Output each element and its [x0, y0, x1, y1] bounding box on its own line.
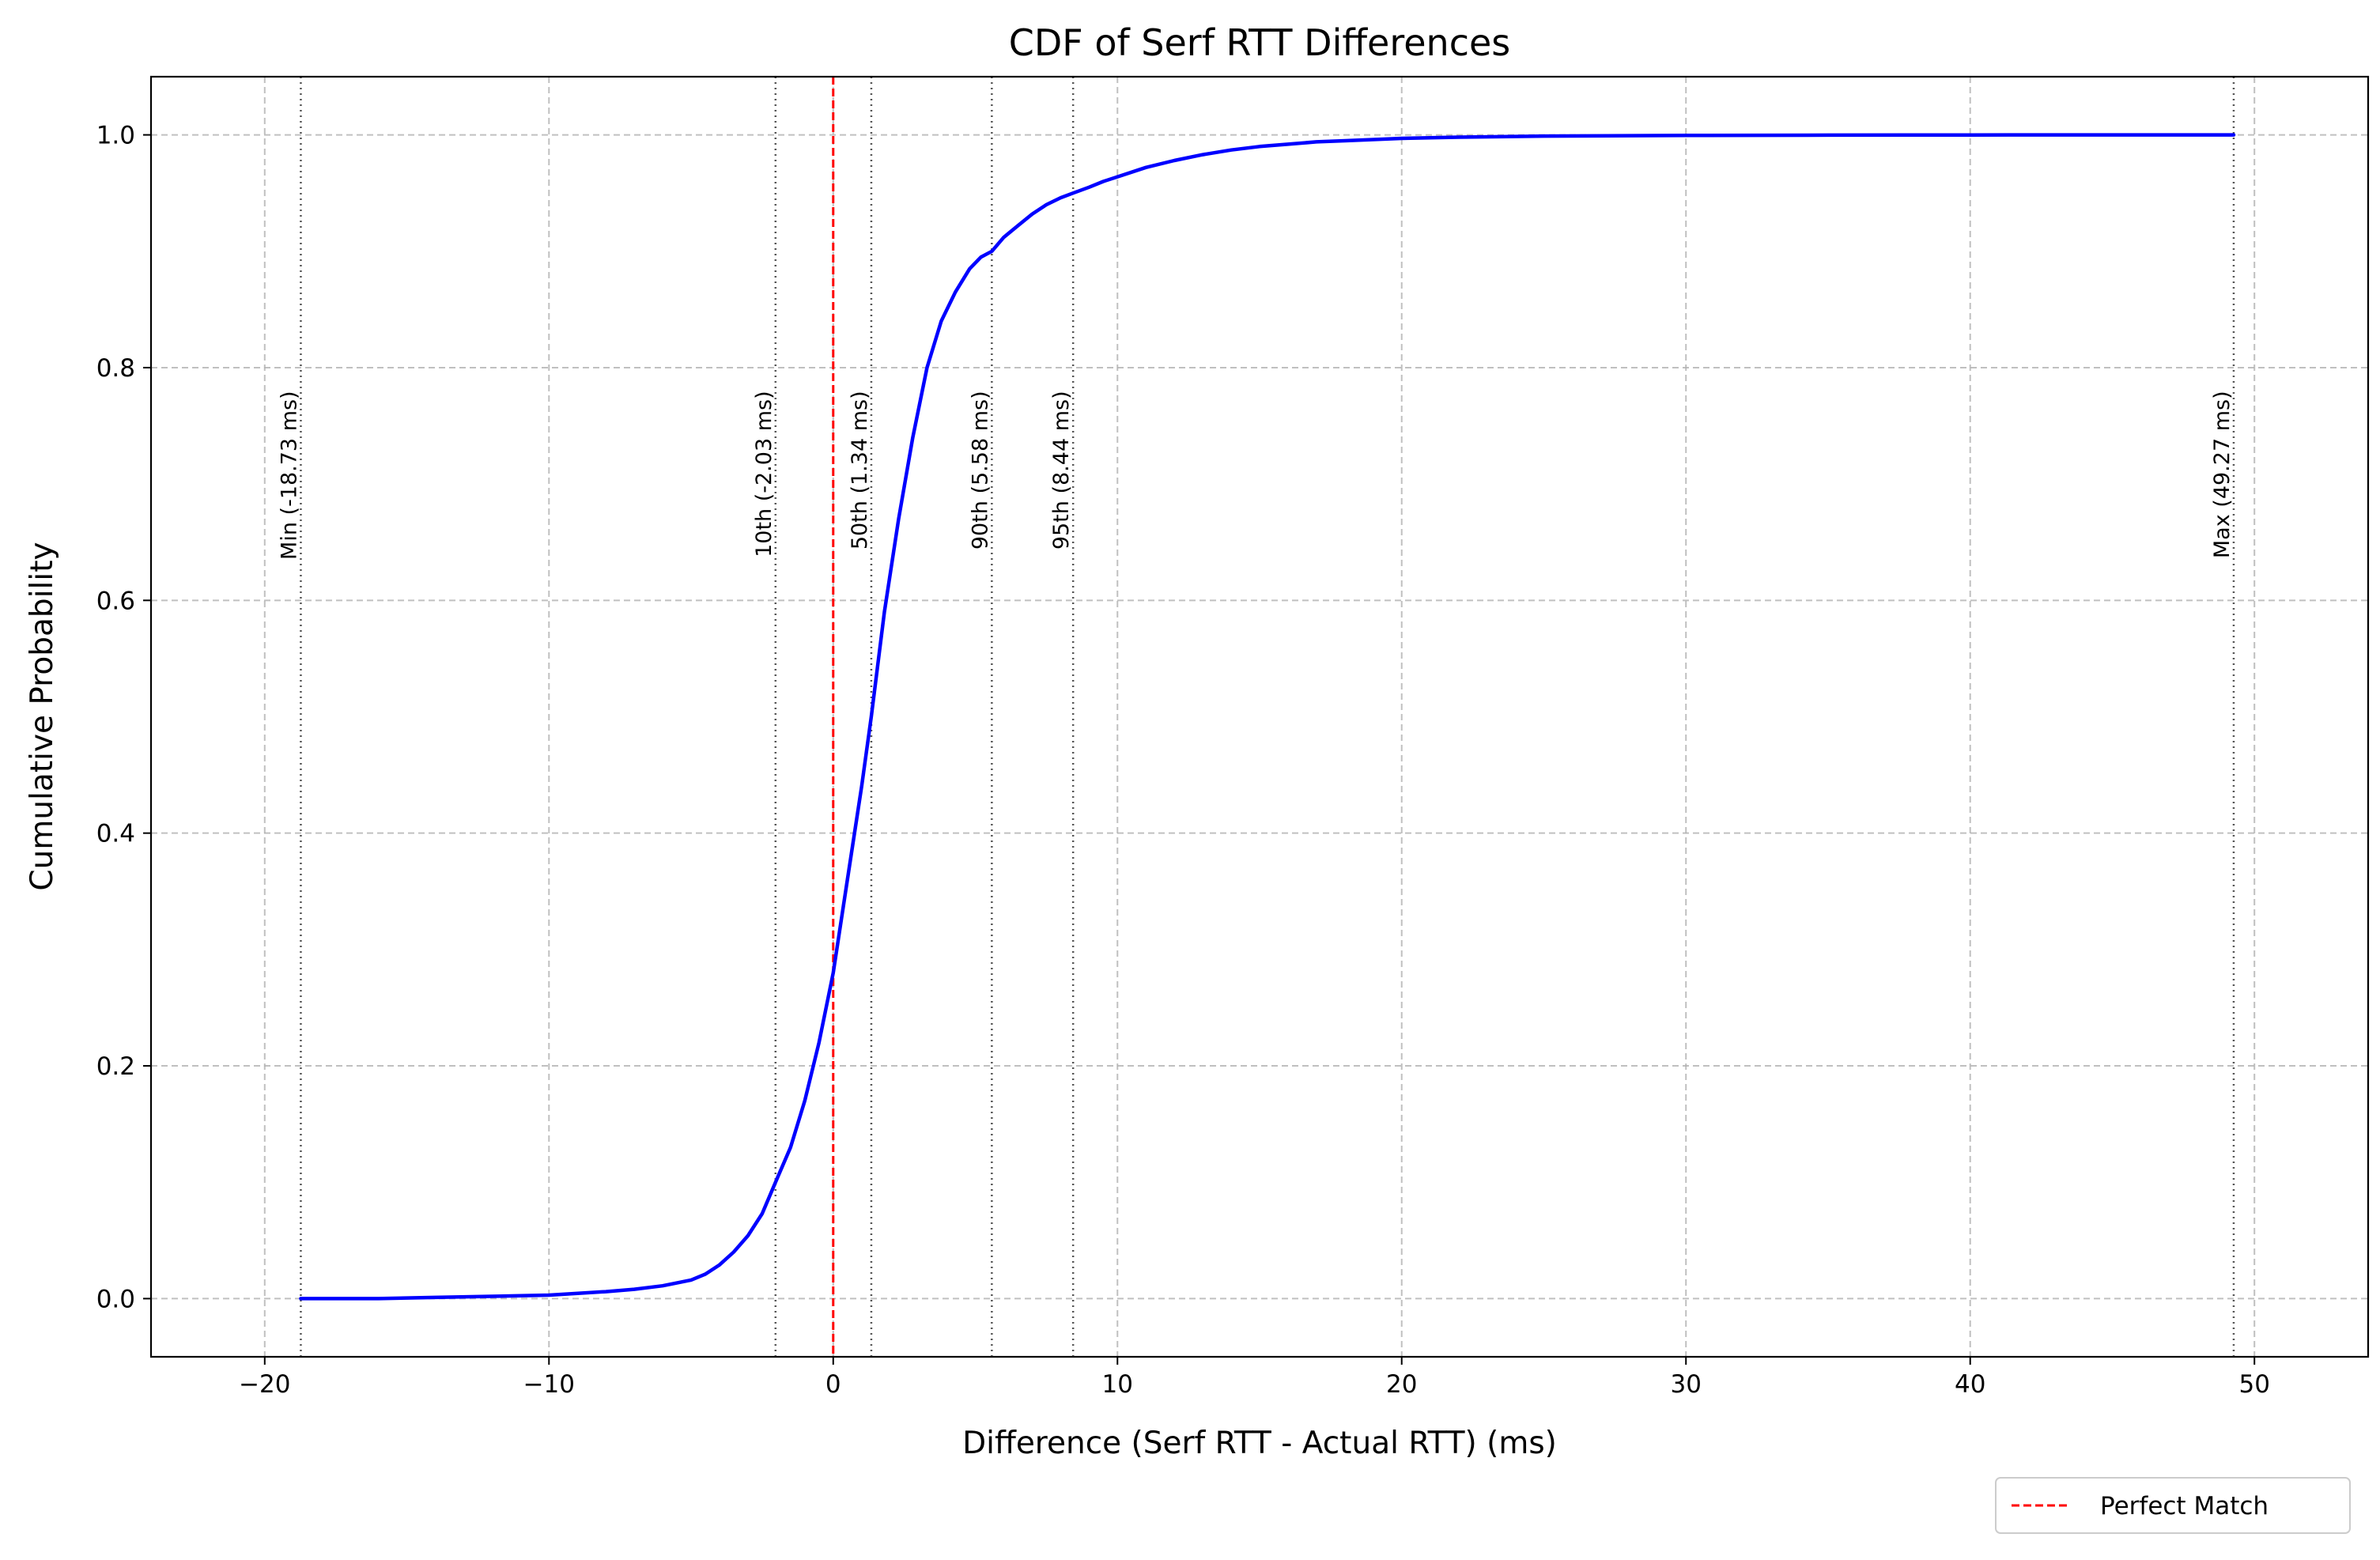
x-tick-label: −10	[523, 1370, 575, 1399]
x-axis-title: Difference (Serf RTT - Actual RTT) (ms)	[962, 1426, 1557, 1461]
y-axis-title: Cumulative Probability	[25, 542, 60, 890]
chart-title: CDF of Serf RTT Differences	[1009, 21, 1511, 64]
x-tick-label: 10	[1102, 1370, 1133, 1399]
y-tick-label: 0.2	[96, 1052, 135, 1081]
x-tick-label: 40	[1955, 1370, 1985, 1399]
series	[299, 133, 2236, 1301]
percentile-marker-label: Max (49.27 ms)	[2210, 391, 2235, 558]
cdf-line	[299, 133, 2236, 1301]
x-axis-ticks: −20 −10 0 10 20 30 40 50	[239, 1357, 2270, 1399]
y-tick-label: 0.8	[96, 354, 135, 383]
legend: Perfect Match	[1995, 1477, 2351, 1534]
y-axis-ticks: 0.0 0.2 0.4 0.6 0.8 1.0	[96, 122, 151, 1313]
legend-label-perfect-match: Perfect Match	[2100, 1492, 2269, 1520]
y-tick-label: 0.4	[96, 820, 135, 848]
y-tick-label: 1.0	[96, 122, 135, 150]
x-tick-label: 30	[1671, 1370, 1702, 1399]
percentile-marker-label: 10th (-2.03 ms)	[752, 391, 776, 557]
percentile-marker-label: Min (-18.73 ms)	[277, 391, 301, 560]
x-tick-label: 50	[2238, 1370, 2269, 1399]
x-tick-label: −20	[239, 1370, 290, 1399]
legend-frame	[1995, 1477, 2351, 1534]
percentile-marker-label: 50th (1.34 ms)	[848, 391, 872, 550]
y-tick-label: 0.6	[96, 587, 135, 615]
y-tick-label: 0.0	[96, 1285, 135, 1313]
x-tick-label: 20	[1386, 1370, 1417, 1399]
x-tick-label: 0	[825, 1370, 841, 1399]
percentile-marker-label: 90th (5.58 ms)	[968, 391, 992, 550]
percentile-marker-label: 95th (8.44 ms)	[1049, 391, 1074, 550]
plot-area-frame	[149, 75, 2370, 1358]
percentile-markers: Min (-18.73 ms) 10th (-2.03 ms) 50th (1.34…	[277, 77, 2235, 1357]
grid	[151, 77, 2368, 1357]
